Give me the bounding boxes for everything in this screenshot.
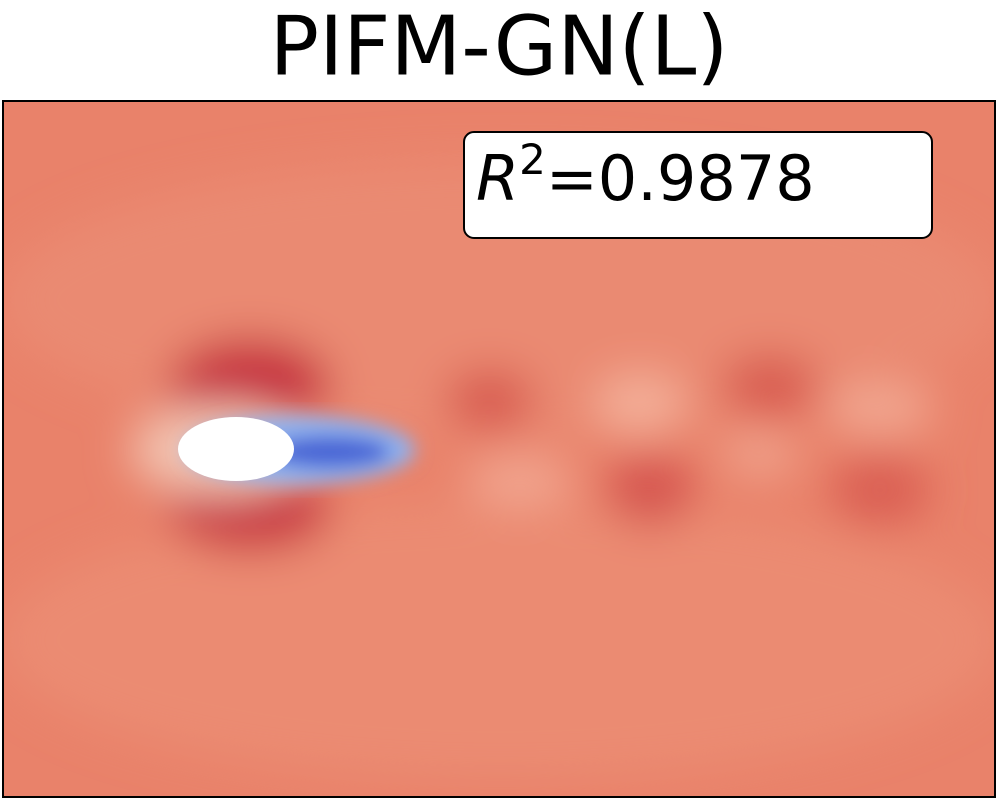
frame bbox=[2, 100, 996, 798]
annotation-box bbox=[463, 131, 933, 239]
cylinder bbox=[178, 417, 294, 481]
title: PIFM-GN(L) bbox=[270, 0, 729, 94]
annotation: R2=0.9878 bbox=[476, 135, 815, 215]
annotation-text: =0.9878 bbox=[546, 142, 815, 215]
annotation-exponent: 2 bbox=[519, 135, 546, 184]
annotation-symbol: R bbox=[476, 142, 519, 215]
